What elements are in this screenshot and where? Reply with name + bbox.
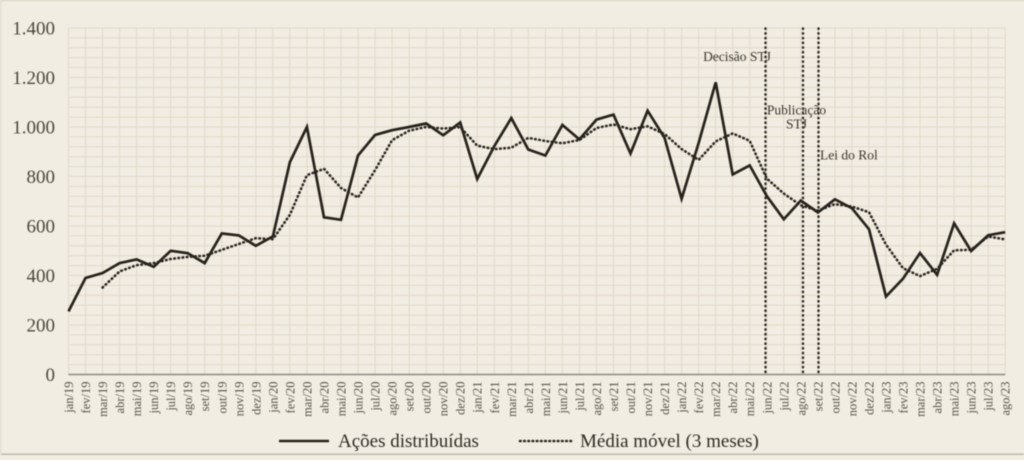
svg-text:200: 200 xyxy=(27,315,56,336)
svg-text:1.000: 1.000 xyxy=(12,117,55,138)
svg-text:dez/22: dez/22 xyxy=(863,382,877,415)
svg-text:jan/20: jan/20 xyxy=(266,382,280,414)
svg-text:400: 400 xyxy=(27,266,56,287)
svg-text:jun/22: jun/22 xyxy=(760,382,774,415)
svg-text:jun/23: jun/23 xyxy=(965,382,979,415)
svg-text:1.200: 1.200 xyxy=(12,68,55,89)
svg-text:jul/23: jul/23 xyxy=(982,382,996,412)
svg-text:STJ: STJ xyxy=(786,117,807,132)
svg-text:mai/21: mai/21 xyxy=(539,382,553,417)
svg-text:nov/21: nov/21 xyxy=(641,382,655,417)
svg-text:nov/22: nov/22 xyxy=(845,382,859,417)
svg-text:Média móvel (3 meses): Média móvel (3 meses) xyxy=(580,431,759,452)
svg-text:mai/20: mai/20 xyxy=(335,382,349,417)
svg-text:dez/19: dez/19 xyxy=(249,382,263,415)
svg-text:fev/23: fev/23 xyxy=(897,382,911,414)
svg-text:dez/20: dez/20 xyxy=(454,382,468,415)
svg-text:jun/19: jun/19 xyxy=(147,382,161,415)
svg-text:fev/20: fev/20 xyxy=(283,382,297,414)
svg-text:set/22: set/22 xyxy=(811,382,825,412)
svg-text:mar/20: mar/20 xyxy=(300,382,314,417)
svg-text:jul/22: jul/22 xyxy=(777,382,791,412)
svg-text:jul/20: jul/20 xyxy=(369,382,383,412)
svg-text:0: 0 xyxy=(46,365,56,386)
svg-text:mai/22: mai/22 xyxy=(743,382,757,417)
svg-text:jun/21: jun/21 xyxy=(556,382,570,415)
svg-text:out/20: out/20 xyxy=(420,382,434,414)
svg-text:ago/23: ago/23 xyxy=(999,382,1013,416)
svg-text:set/20: set/20 xyxy=(403,382,417,412)
svg-text:nov/20: nov/20 xyxy=(437,382,451,417)
svg-text:abr/22: abr/22 xyxy=(726,382,740,414)
svg-text:jan/23: jan/23 xyxy=(880,382,894,414)
svg-text:mai/23: mai/23 xyxy=(948,382,962,417)
svg-text:800: 800 xyxy=(27,167,56,188)
svg-text:fev/21: fev/21 xyxy=(488,382,502,414)
svg-text:jan/22: jan/22 xyxy=(675,382,689,414)
svg-text:ago/22: ago/22 xyxy=(794,382,808,416)
svg-text:fev/19: fev/19 xyxy=(79,382,93,414)
svg-text:ago/19: ago/19 xyxy=(181,382,195,416)
svg-text:jan/21: jan/21 xyxy=(471,382,485,414)
svg-text:out/19: out/19 xyxy=(215,382,229,414)
svg-text:Lei do Rol: Lei do Rol xyxy=(820,148,878,163)
svg-text:ago/21: ago/21 xyxy=(590,382,604,416)
svg-text:mar/23: mar/23 xyxy=(914,382,928,417)
svg-text:jul/19: jul/19 xyxy=(164,382,178,412)
svg-text:jun/20: jun/20 xyxy=(352,382,366,415)
svg-text:Publicação: Publicação xyxy=(767,103,826,118)
svg-text:jan/19: jan/19 xyxy=(62,382,76,414)
svg-text:dez/21: dez/21 xyxy=(658,382,672,415)
svg-text:Decisão STJ: Decisão STJ xyxy=(703,49,771,64)
svg-text:Ações distribuídas: Ações distribuídas xyxy=(338,431,479,452)
svg-text:600: 600 xyxy=(27,216,56,237)
svg-text:1.400: 1.400 xyxy=(12,18,55,39)
svg-text:nov/19: nov/19 xyxy=(232,382,246,417)
svg-text:abr/23: abr/23 xyxy=(931,382,945,414)
svg-text:abr/19: abr/19 xyxy=(113,382,127,414)
svg-text:out/22: out/22 xyxy=(828,382,842,414)
svg-text:ago/20: ago/20 xyxy=(386,382,400,416)
svg-text:set/21: set/21 xyxy=(607,382,621,412)
svg-text:abr/20: abr/20 xyxy=(318,382,332,414)
svg-text:fev/22: fev/22 xyxy=(692,382,706,414)
svg-text:jul/21: jul/21 xyxy=(573,382,587,412)
svg-text:mai/19: mai/19 xyxy=(130,382,144,417)
svg-text:abr/21: abr/21 xyxy=(522,382,536,414)
svg-text:out/21: out/21 xyxy=(624,382,638,414)
svg-text:set/19: set/19 xyxy=(198,382,212,412)
svg-text:mar/21: mar/21 xyxy=(505,382,519,417)
svg-text:mar/22: mar/22 xyxy=(709,382,723,417)
svg-text:mar/19: mar/19 xyxy=(96,382,110,417)
